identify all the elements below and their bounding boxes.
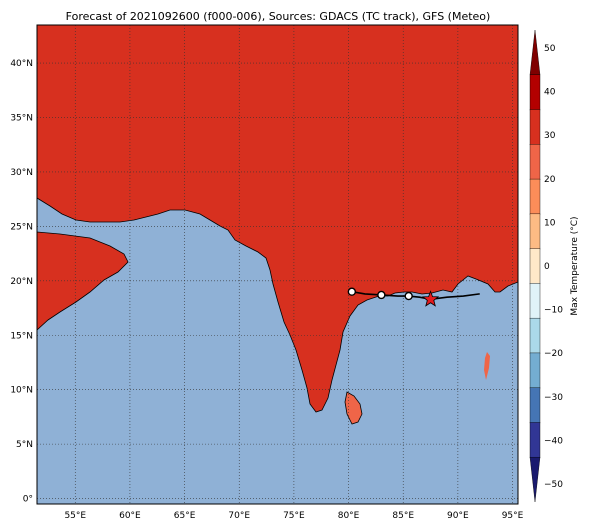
cyclone-track-symbols: [347, 287, 413, 301]
longitude-tick-label: 75°E: [283, 511, 305, 521]
longitude-tick-label: 55°E: [64, 511, 86, 521]
colorbar-segment: [529, 178, 541, 215]
latitude-tick-label: 10°N: [10, 386, 33, 396]
latitude-tick-label: 0°: [23, 495, 33, 505]
longitude-tick-label: 85°E: [392, 511, 414, 521]
figure-title: Forecast of 2021092600 (f000-006), Sourc…: [66, 10, 491, 23]
colorbar-tick-label: −50: [544, 480, 563, 490]
colorbar-segments: [529, 29, 541, 503]
cyclone-track-point: [404, 291, 413, 301]
latitude-tick-label: 40°N: [10, 59, 33, 69]
colorbar-segment: [529, 144, 541, 180]
colorbar-tick-label: 50: [544, 44, 556, 54]
longitude-axis: 55°E 60°E 65°E 70°E 75°E 80°E 85°E 90°E 95°E: [64, 511, 523, 521]
colorbar-tick-label: 30: [544, 131, 556, 141]
latitude-tick-label: 5°N: [16, 440, 33, 450]
colorbar-extend-max: [529, 29, 541, 75]
map-frame: [36, 24, 519, 505]
colorbar-tick-label: −20: [544, 349, 563, 359]
colorbar-tick-label: 10: [544, 218, 556, 228]
colorbar-segment: [529, 248, 541, 285]
longitude-tick-label: 60°E: [119, 511, 141, 521]
colorbar-tick-label: −10: [544, 306, 563, 316]
colorbar-segment: [529, 74, 541, 111]
cyclone-track-line: [351, 290, 480, 301]
colorbar-segment: [529, 213, 541, 250]
colorbar-tick-label: −40: [544, 436, 563, 446]
cyclone-track-point: [377, 290, 386, 300]
colorbar-tick-label: 20: [544, 175, 556, 185]
colorbar-tick-label: −30: [544, 393, 563, 403]
colorbar-label: Max Temperature (°C): [570, 216, 580, 315]
cyclone-track-point: [347, 287, 357, 296]
map-area: [36, 24, 519, 505]
colorbar-segment: [529, 283, 541, 319]
latitude-axis: 0° 5°N 10°N 15°N 20°N 25°N 30°N 35°N 40°N: [10, 59, 33, 504]
colorbar-tick-label: 0: [544, 262, 550, 272]
colorbar-ticks: 50 40 30 20 10 0 −10 −20 −30 −40 −50: [544, 44, 563, 490]
longitude-tick-label: 95°E: [502, 511, 524, 521]
latitude-tick-label: 30°N: [10, 168, 33, 178]
colorbar-segment: [529, 317, 541, 354]
longitude-tick-label: 80°E: [338, 511, 360, 521]
latitude-tick-label: 35°N: [10, 114, 33, 124]
longitude-tick-label: 70°E: [228, 511, 250, 521]
colorbar: 50 40 30 20 10 0 −10 −20 −30 −40 −50 Max Temperatu…: [529, 29, 580, 503]
colorbar-tick-label: 40: [544, 88, 556, 98]
latitude-tick-label: 20°N: [10, 277, 33, 287]
gridlines: [37, 25, 518, 504]
colorbar-segment: [529, 352, 541, 389]
colorbar-segment: [529, 422, 541, 458]
latitude-tick-label: 15°N: [10, 331, 33, 341]
latitude-tick-label: 25°N: [10, 222, 33, 232]
longitude-tick-label: 90°E: [447, 511, 469, 521]
colorbar-segment: [529, 109, 541, 146]
land-andaman: [484, 352, 490, 380]
longitude-tick-label: 65°E: [174, 511, 196, 521]
cyclone-current-position-star: [421, 290, 440, 307]
colorbar-extend-min: [529, 457, 541, 503]
colorbar-segment: [529, 387, 541, 424]
